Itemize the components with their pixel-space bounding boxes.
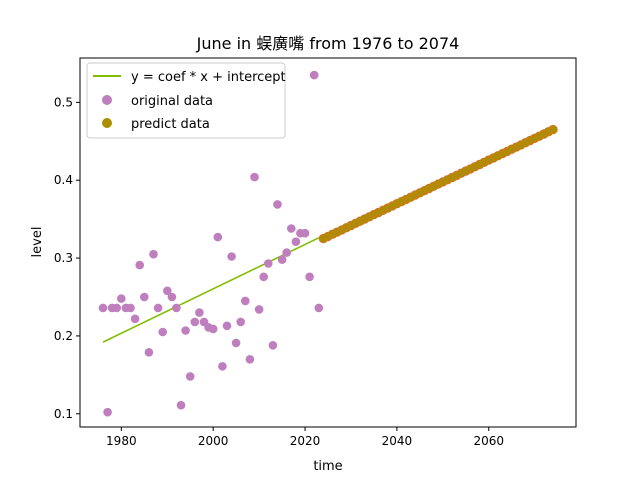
y-axis-label: level	[30, 227, 45, 258]
legend-original-marker	[102, 95, 112, 105]
original-point	[291, 237, 301, 246]
legend-predict-marker	[102, 118, 112, 128]
legend: y = coef * x + intercept original data p…	[86, 62, 286, 139]
plot-area	[98, 70, 558, 417]
original-point	[282, 248, 292, 257]
legend-entry-original-data: original data	[131, 94, 213, 109]
original-point	[305, 272, 314, 282]
original-point	[185, 372, 195, 381]
x-tick-label: 1980	[106, 434, 137, 448]
original-point	[153, 303, 163, 313]
original-point	[135, 260, 144, 270]
original-point	[287, 224, 296, 233]
original-point	[277, 255, 287, 264]
original-point	[264, 259, 273, 268]
original-point	[144, 348, 154, 357]
original-point	[213, 232, 223, 242]
legend-entry-predict-data: predict data	[131, 117, 210, 132]
original-point	[222, 321, 232, 331]
x-tick-label: 2020	[290, 434, 321, 448]
original-point	[273, 200, 282, 209]
original-point	[250, 172, 259, 182]
original-point	[149, 249, 158, 259]
original-point	[218, 362, 227, 371]
y-tick-label: 0.1	[54, 407, 73, 421]
original-point	[158, 327, 167, 337]
legend-box	[86, 62, 286, 139]
x-axis-label: time	[313, 459, 342, 474]
original-point	[163, 286, 172, 296]
plot-frame	[79, 57, 577, 428]
original-point	[181, 326, 190, 335]
original-point	[259, 272, 269, 282]
original-point	[167, 292, 177, 302]
original-point	[117, 294, 126, 303]
original-point	[309, 70, 319, 80]
y-tick-label: 0.2	[54, 329, 73, 343]
x-tick-label: 2000	[198, 434, 229, 448]
original-point	[300, 228, 310, 238]
legend-entry-fit-line: y = coef * x + intercept	[131, 70, 286, 85]
x-tick-label: 2060	[473, 434, 504, 448]
y-tick-label: 0.5	[54, 95, 73, 109]
original-point	[231, 338, 241, 348]
original-point	[130, 314, 140, 324]
axis-ticks: 1980 2000 2020 2040 2060 0.1 0.2 0.3 0.4 0.5	[54, 95, 504, 448]
original-point	[314, 303, 324, 313]
original-point	[254, 305, 264, 314]
original-point	[195, 308, 204, 317]
original-point	[245, 355, 255, 364]
original-point	[140, 292, 149, 302]
original-point	[112, 303, 121, 313]
fit-line	[102, 237, 320, 343]
original-point	[190, 317, 200, 327]
original-point	[268, 341, 278, 350]
x-tick-label: 2040	[382, 434, 413, 448]
original-point	[208, 324, 218, 334]
original-point	[176, 400, 186, 410]
chart-title: June in 蜈廣嘴 from 1976 to 2074	[196, 34, 460, 53]
y-tick-label: 0.4	[54, 173, 73, 187]
y-tick-label: 0.3	[54, 251, 73, 265]
original-point	[103, 407, 112, 417]
original-point	[172, 303, 181, 313]
original-point	[241, 296, 250, 306]
original-point	[126, 303, 135, 313]
original-point	[98, 303, 108, 313]
predict-point	[548, 124, 558, 135]
original-point	[236, 317, 245, 327]
original-point	[227, 252, 236, 261]
